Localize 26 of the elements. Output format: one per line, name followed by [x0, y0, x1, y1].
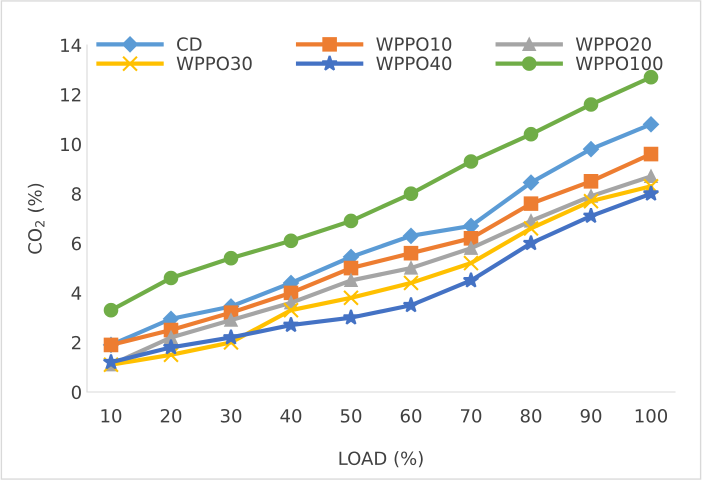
x-tick-label: 70	[460, 408, 482, 423]
y-tick-label: 6	[72, 236, 81, 250]
y-tick-label: 2	[72, 336, 80, 350]
x-tick-label: 100	[636, 408, 668, 423]
x-axis-title: LOAD (%)	[340, 451, 423, 468]
y-tick-label: 14	[61, 38, 82, 52]
legend-label: WPPO40	[376, 56, 452, 70]
x-tick-label: 60	[400, 408, 422, 423]
y-tick-label: 8	[72, 187, 81, 201]
x-tick-label: 10	[101, 408, 122, 423]
legend-label: WPPO20	[576, 37, 651, 51]
legend-label: WPPO10	[376, 37, 452, 51]
x-tick-label: 30	[220, 408, 242, 423]
legend-label: WPPO30	[176, 56, 252, 70]
y-tick-label: 4	[72, 286, 82, 300]
x-tick-label: 50	[340, 408, 362, 423]
y-tick-label: 12	[61, 88, 80, 102]
x-tick-label: 40	[280, 408, 302, 423]
y-axis-title: CO$_{2}$ (%)	[28, 184, 44, 254]
x-tick-label: 20	[160, 408, 182, 423]
y-tick-label: 0	[72, 385, 81, 400]
legend-label: WPPO100	[576, 56, 662, 70]
x-tick-label: 80	[520, 408, 542, 423]
y-tick-label: 10	[61, 138, 81, 152]
x-tick-label: 90	[580, 408, 602, 423]
legend-label: CD	[177, 37, 202, 51]
